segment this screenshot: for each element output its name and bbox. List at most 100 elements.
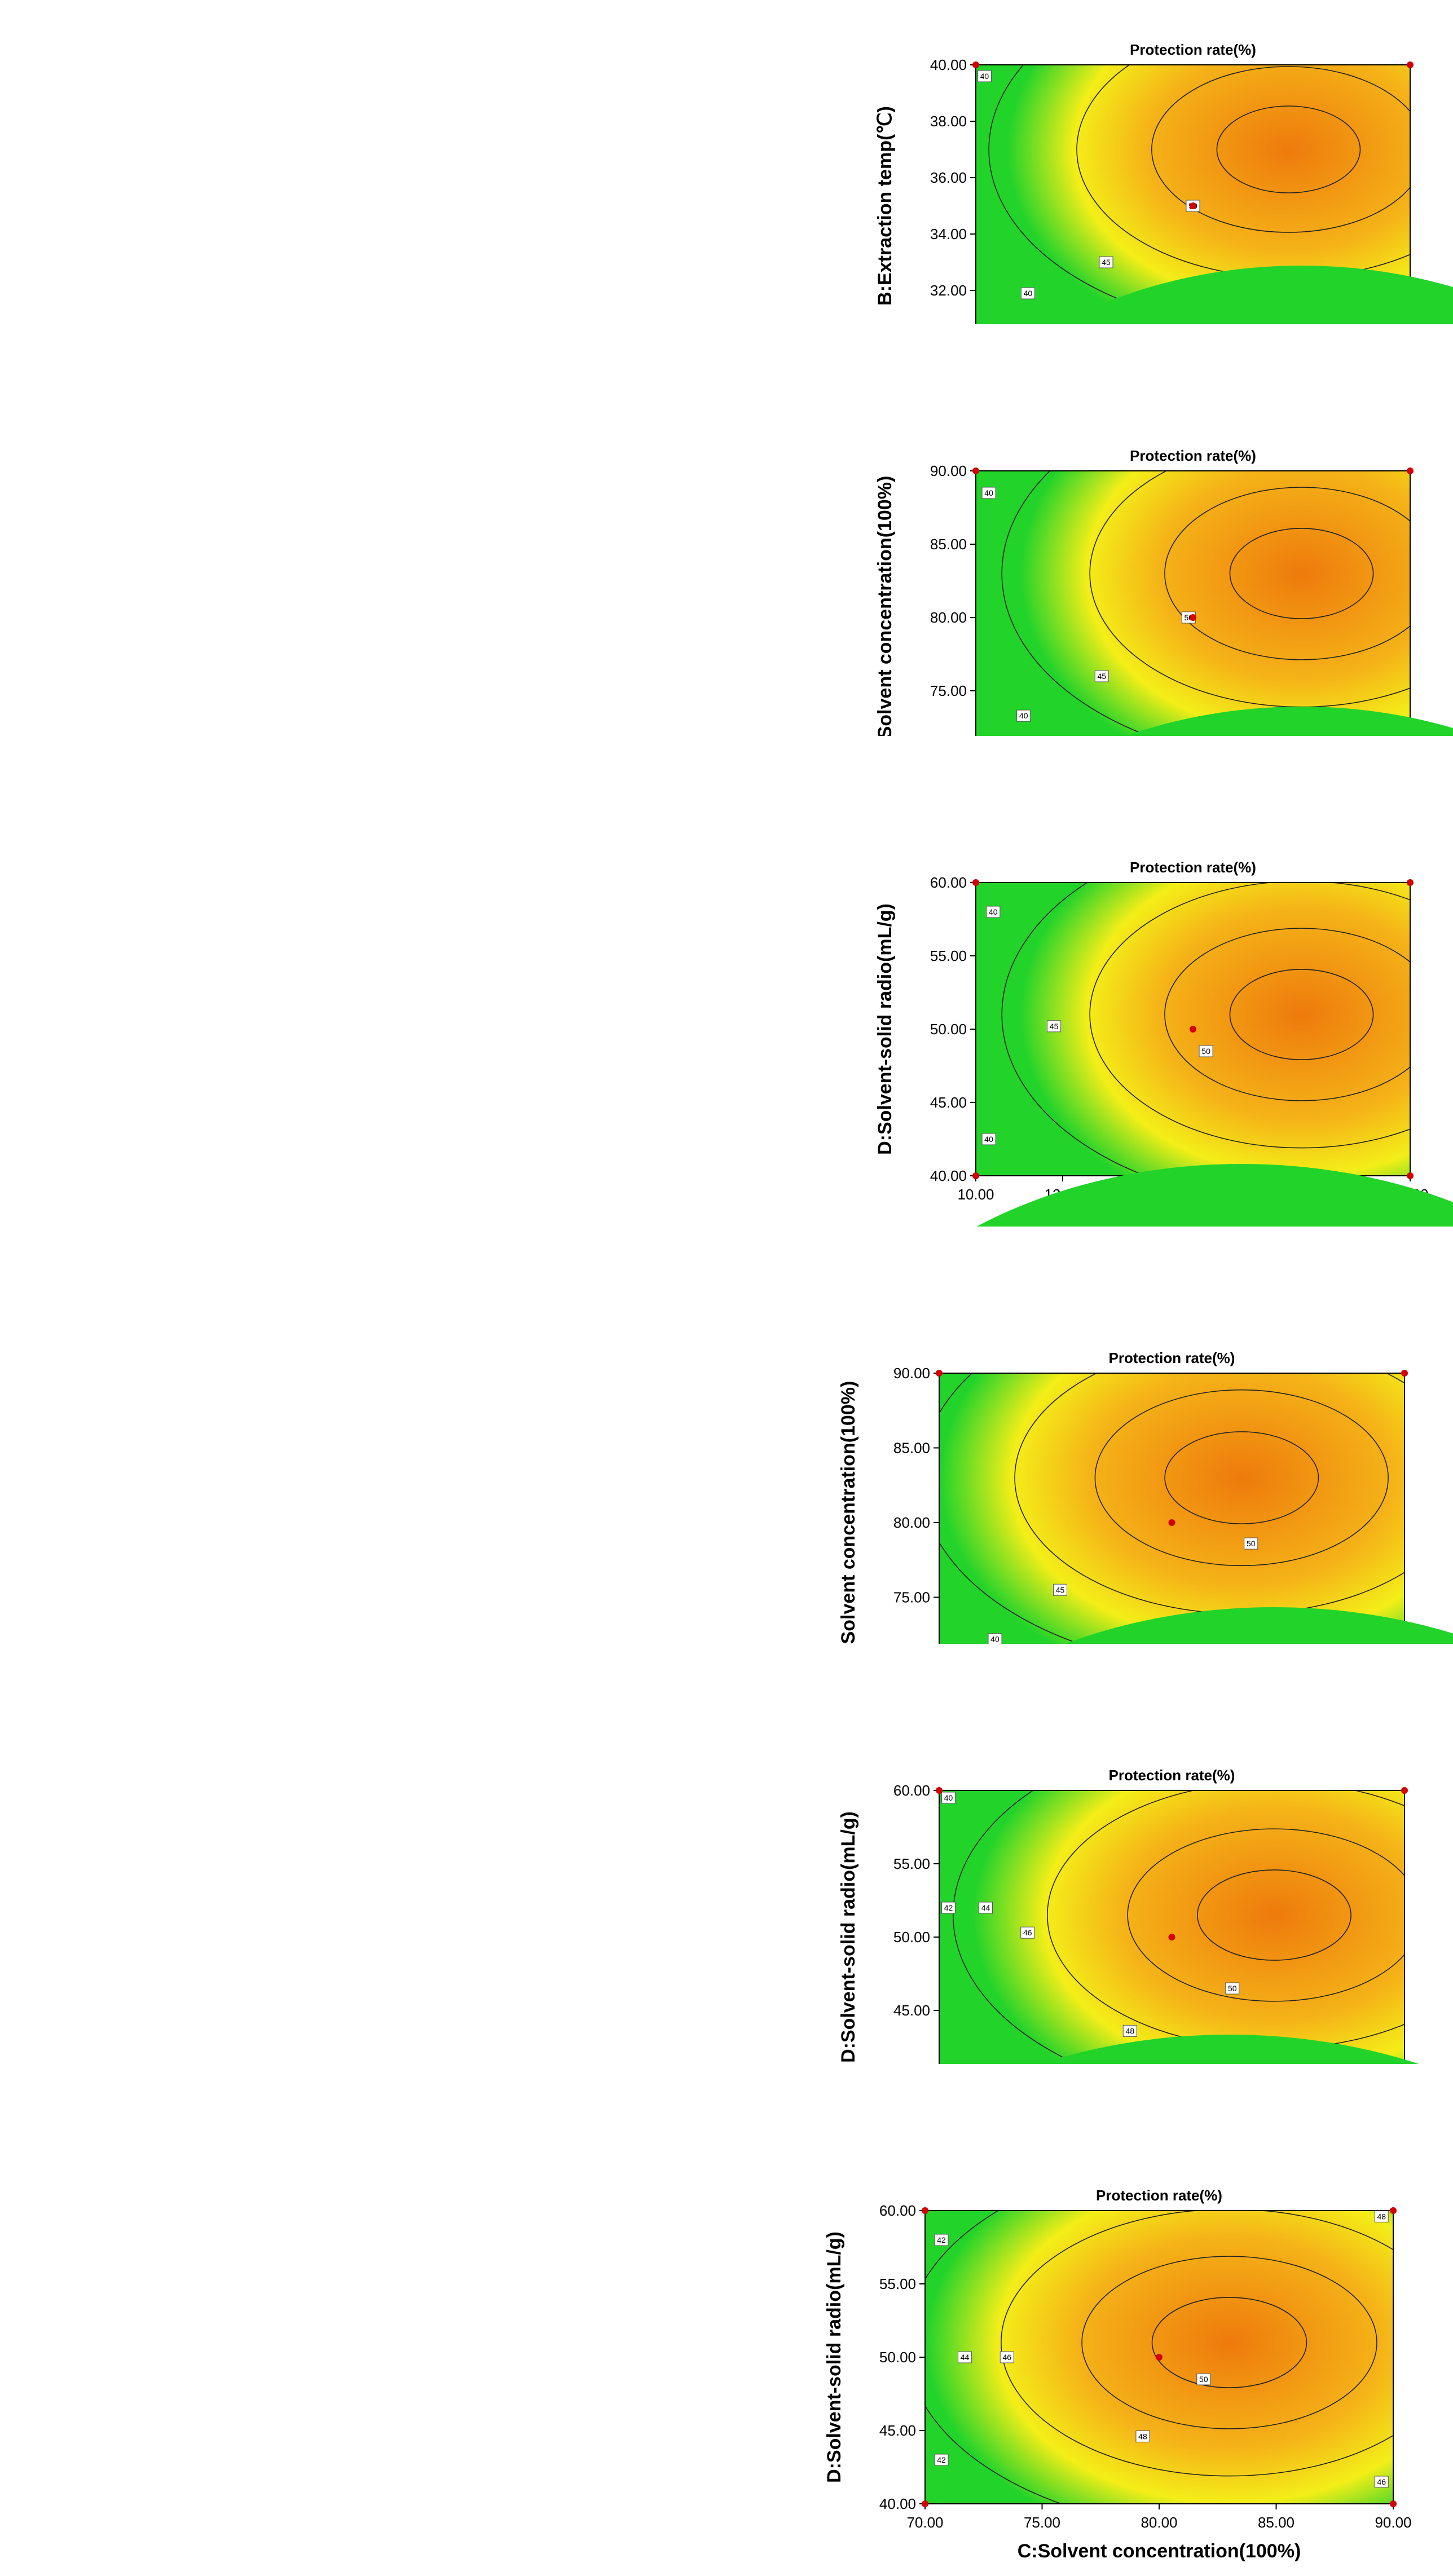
contour-label: 40 [980, 72, 989, 81]
y-tick-label: 60.00 [879, 2202, 916, 2219]
y-tick-label: 75.00 [930, 682, 967, 699]
design-point [1190, 202, 1196, 209]
y-tick-label: 55.00 [893, 1855, 930, 1872]
contour-label-box [1196, 2373, 1211, 2385]
contour-label-box [958, 2351, 972, 2363]
contour-title: Protection rate(%) [1130, 859, 1256, 876]
contour-label-box [1020, 1926, 1035, 1939]
y-tick-label: 45.00 [893, 2002, 930, 2019]
contour-label-box [1094, 670, 1109, 682]
y-tick-label: 55.00 [930, 947, 967, 964]
design-point [1390, 2500, 1397, 2507]
y-tick-label: 90.00 [930, 462, 967, 479]
contour-label: 40 [1024, 289, 1033, 298]
contour-line [1094, 1389, 1389, 1567]
contour-label-box [986, 906, 1001, 918]
contour-label: 48 [1138, 2432, 1147, 2441]
y-tick-label: 40.00 [930, 1167, 967, 1184]
contour-label-box [1225, 1982, 1240, 1995]
y-tick-label: 32.00 [930, 282, 967, 299]
y-tick-label: 45.00 [879, 2422, 916, 2439]
contour-title: Protection rate(%) [1109, 1349, 1235, 1366]
contour-label: 48 [1125, 2026, 1134, 2035]
contour-label-box [1199, 1045, 1213, 1057]
contour-label: 40 [989, 907, 998, 916]
contour-label: 46 [1377, 2477, 1386, 2486]
y-tick-label: 38.00 [930, 113, 967, 130]
design-point [1407, 879, 1414, 886]
y-tick-label: 40.00 [879, 2495, 916, 2512]
x-tick-label: 85.00 [1258, 2514, 1295, 2531]
design-point [936, 1787, 943, 1794]
design-point [1156, 2354, 1163, 2361]
contour-label-box [941, 1902, 956, 1914]
contour-line [1229, 969, 1374, 1060]
contour-label: 40 [984, 488, 993, 497]
contour-label-box [1244, 1537, 1258, 1550]
y-tick-label: 85.00 [930, 536, 967, 553]
contour-label: 44 [961, 2353, 970, 2362]
y-tick-label: 50.00 [930, 1021, 967, 1038]
x-tick-label: 80.00 [1141, 2514, 1177, 2531]
contour-label-box [1122, 2024, 1137, 2037]
contour-label: 42 [944, 1903, 953, 1912]
contour-label-box [1374, 2476, 1389, 2488]
y-axis-label: B:Extraction temp(℃) [874, 106, 896, 306]
y-tick-label: 90.00 [893, 1365, 930, 1382]
y-tick-label: 80.00 [893, 1514, 930, 1531]
x-tick-label: 75.00 [1024, 2514, 1060, 2531]
y-axis-label: D:Solvent-solid radio(mL/g) [838, 1811, 859, 2063]
contour-label-box [1000, 2351, 1014, 2363]
contour-mask [0, 2064, 1453, 2576]
y-tick-label: 55.00 [879, 2275, 916, 2292]
contour-line [1081, 2256, 1377, 2429]
design-point [1401, 1787, 1408, 1794]
y-tick-label: 40.00 [930, 56, 967, 73]
design-point [922, 2207, 928, 2214]
x-tick-label: 70.00 [906, 2514, 943, 2531]
contour-label-box [979, 1902, 993, 1914]
contour-label: 46 [1002, 2353, 1011, 2362]
contour-label-box [1374, 2210, 1389, 2222]
contour-label-box [1016, 709, 1031, 722]
design-point [972, 61, 979, 68]
y-tick-label: 75.00 [893, 1589, 930, 1606]
contour-label-box [977, 70, 992, 82]
contour-title: Protection rate(%) [1109, 1767, 1235, 1784]
y-tick-label: 45.00 [930, 1094, 967, 1111]
y-tick-label: 60.00 [930, 874, 967, 891]
contour-title: Protection rate(%) [1096, 2187, 1222, 2204]
design-point [1168, 1519, 1175, 1526]
contour-label: 50 [1199, 2375, 1208, 2384]
x-tick-label: 10.00 [957, 1186, 994, 1203]
y-axis-label: D:Solvent-solid radio(mL/g) [874, 903, 896, 1155]
y-axis-label: D:Solvent-solid radio(mL/g) [824, 2231, 845, 2483]
contour-label: 45 [1050, 1022, 1059, 1031]
contour-label-box [1020, 287, 1035, 299]
design-point [936, 1370, 943, 1377]
contour-line [1216, 105, 1361, 193]
design-point [972, 879, 979, 886]
y-axis-label: C:Solvent concentration(100%) [874, 476, 896, 760]
contour-line [1197, 1869, 1351, 1961]
design-point [1407, 61, 1414, 68]
design-point [1168, 1934, 1175, 1940]
x-axis-label: C:Solvent concentration(100%) [1018, 2540, 1301, 2562]
contour-label: 45 [1098, 672, 1107, 681]
design-point [1407, 467, 1414, 474]
contour-label: 45 [1056, 1585, 1065, 1594]
design-point [1190, 614, 1196, 621]
contour-label: 42 [937, 2235, 946, 2244]
contour-label-box [1053, 1583, 1067, 1596]
contour-line [1164, 1431, 1319, 1524]
y-tick-label: 50.00 [893, 1929, 930, 1946]
contour-label: 50 [1228, 1984, 1237, 1993]
y-tick-label: 36.00 [930, 169, 967, 186]
contour-label: 40 [1019, 711, 1028, 720]
contour-label-box [981, 487, 996, 499]
y-tick-label: 80.00 [930, 609, 967, 626]
design-point [1390, 2207, 1397, 2214]
contour-label-box [934, 2234, 949, 2246]
contour-plot-F: Protection rate(%) 70.00 75.00 80.00 85.00 90… [0, 2035, 1453, 2576]
